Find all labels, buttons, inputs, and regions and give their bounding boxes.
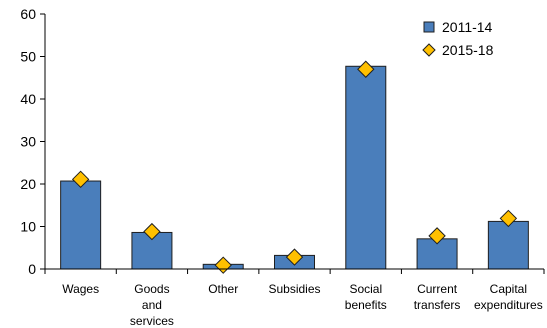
y-axis: 0 10 20 30 40 50 60 [20, 6, 46, 277]
diamond-marker [214, 256, 232, 274]
y-tick-label: 40 [20, 91, 36, 107]
x-tick-label-line: services [130, 314, 174, 328]
y-tick-label: 30 [20, 134, 36, 150]
x-tick-label: Subsidies [268, 282, 320, 296]
y-tick-label: 20 [20, 176, 36, 192]
y-tick-label: 10 [20, 219, 36, 235]
bar-series-2011-14 [60, 65, 529, 270]
y-tick-label: 50 [20, 49, 36, 65]
bar [345, 65, 387, 270]
x-tick-label: Capital expenditures [474, 282, 543, 312]
diamond-marker [499, 209, 518, 228]
y-tick-label: 0 [28, 261, 36, 277]
x-tick-label-line: Subsidies [268, 282, 320, 296]
x-tick-label-line: Capital [490, 282, 527, 296]
x-tick-label-line: Wages [62, 282, 99, 296]
diamond-marker [143, 222, 161, 241]
diamond-marker [357, 60, 375, 78]
x-tick-label-line: Goods [134, 282, 169, 296]
x-tick-label-line: expenditures [474, 298, 543, 312]
legend-swatch-2011-14 [423, 21, 435, 33]
y-tick-label: 60 [20, 6, 36, 22]
marker-series-2015-18 [71, 60, 518, 274]
legend: 2011-14 2015-18 [422, 19, 494, 58]
x-tick-label: Other [208, 282, 238, 296]
bar [487, 220, 529, 270]
diamond-marker [285, 248, 304, 266]
diamond-marker [71, 170, 90, 189]
bar [60, 180, 102, 270]
x-tick-label-line: Social [349, 282, 382, 296]
x-tick-label-line: and [142, 298, 162, 312]
x-tick-label-line: Current [417, 282, 458, 296]
x-tick-label: Goods and services [130, 282, 174, 328]
diamond-marker [428, 227, 446, 245]
x-tick-label: Wages [62, 282, 99, 296]
x-tick-label-line: transfers [414, 298, 461, 312]
x-tick-label: Social benefits [345, 282, 387, 312]
legend-label-2015-18: 2015-18 [442, 42, 494, 58]
legend-swatch-2015-18 [422, 43, 436, 57]
x-tick-label-line: Other [208, 282, 238, 296]
legend-label-2011-14: 2011-14 [442, 19, 493, 35]
x-tick-label-line: benefits [345, 298, 387, 312]
x-tick-label: Current transfers [414, 282, 461, 312]
x-axis: Wages Goods and services Other Subsidies Socia… [44, 268, 545, 328]
